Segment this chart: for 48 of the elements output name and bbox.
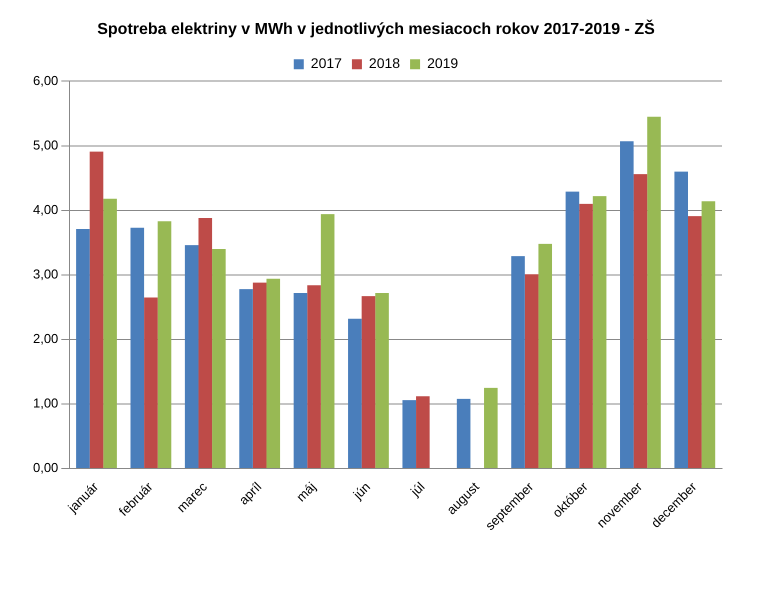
bar <box>184 245 198 468</box>
bar <box>307 285 321 468</box>
legend-label: 2017 <box>310 55 342 72</box>
bar <box>252 282 266 468</box>
y-tick-label: 2,00 <box>32 331 58 346</box>
bar <box>144 297 158 468</box>
y-tick-label: 3,00 <box>32 266 58 282</box>
bar <box>702 201 716 468</box>
bar <box>456 398 470 468</box>
bar <box>674 172 688 468</box>
x-tick-label: jún <box>350 479 374 503</box>
bar <box>103 198 117 468</box>
bar <box>76 229 90 468</box>
y-tick-label: 0,00 <box>32 460 58 476</box>
bar <box>266 278 280 468</box>
y-tick-label: 1,00 <box>32 396 58 411</box>
bar <box>647 116 661 468</box>
bar <box>620 141 634 468</box>
bar <box>592 196 606 468</box>
bar <box>538 244 552 468</box>
bar <box>130 228 144 468</box>
bar <box>158 221 172 468</box>
bar <box>566 192 580 468</box>
bar <box>375 292 389 468</box>
bar <box>524 274 538 468</box>
bar <box>294 292 308 468</box>
y-tick-label: 4,00 <box>32 202 58 217</box>
x-tick-label: máj <box>293 479 319 505</box>
bar <box>416 396 430 468</box>
legend-label: 2019 <box>427 55 458 72</box>
y-tick-label: 6,00 <box>32 72 58 88</box>
bar <box>634 174 648 468</box>
bar <box>320 214 334 468</box>
bar <box>579 204 593 468</box>
y-tick-label: 5,00 <box>32 137 58 152</box>
bar <box>90 152 104 468</box>
legend-label: 2018 <box>368 55 400 72</box>
bar <box>198 218 212 468</box>
bar <box>688 216 702 468</box>
bar <box>362 296 376 468</box>
x-tick-label: júl <box>406 479 428 500</box>
bar <box>212 249 226 468</box>
bar <box>348 318 362 468</box>
chart-title: Spotreba elektriny v MWh v jednotlivých mesiacoch rokov 2017-2019 - ZŠ <box>97 19 656 38</box>
bar <box>484 388 498 468</box>
bar <box>511 256 525 468</box>
bar <box>239 289 253 468</box>
bar <box>402 400 416 468</box>
